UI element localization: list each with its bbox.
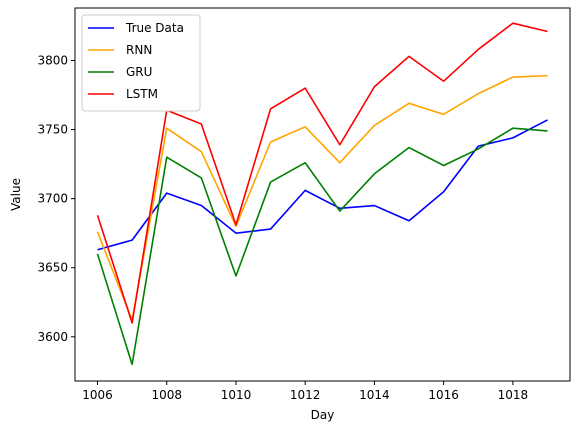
- series-line-rnn: [96, 74, 548, 322]
- series-layer: [96, 22, 548, 366]
- x-tick-label: 1016: [428, 388, 459, 402]
- x-tick-label: 1010: [221, 388, 252, 402]
- x-axis-label: Day: [311, 408, 335, 422]
- legend-box: [81, 14, 201, 112]
- x-tick-label: 1014: [359, 388, 390, 402]
- legend-label: RNN: [126, 43, 152, 57]
- legend-label: LSTM: [126, 87, 158, 101]
- series-line-true-data: [97, 119, 548, 251]
- series-line-lstm: [96, 22, 548, 324]
- axis-ticks: 1006 1008 1010 1012 1014 1016 1018 3600 3650 3700…: [37, 53, 528, 402]
- x-tick-label: 1008: [151, 388, 182, 402]
- y-tick-label: 3750: [37, 123, 68, 137]
- axes-frame: [74, 7, 571, 382]
- legend-label: True Data: [125, 21, 184, 35]
- y-tick-label: 3650: [37, 261, 68, 275]
- y-tick-label: 3800: [37, 53, 68, 67]
- x-tick-label: 1012: [290, 388, 321, 402]
- x-tick-label: 1006: [82, 388, 113, 402]
- y-tick-label: 3600: [37, 330, 68, 344]
- series-line-gru: [96, 127, 548, 366]
- y-axis-label: Value: [9, 178, 23, 211]
- legend-label: GRU: [126, 65, 152, 79]
- legend: True Data RNN GRU LSTM: [81, 14, 201, 112]
- y-tick-label: 3700: [37, 192, 68, 206]
- x-tick-label: 1018: [498, 388, 529, 402]
